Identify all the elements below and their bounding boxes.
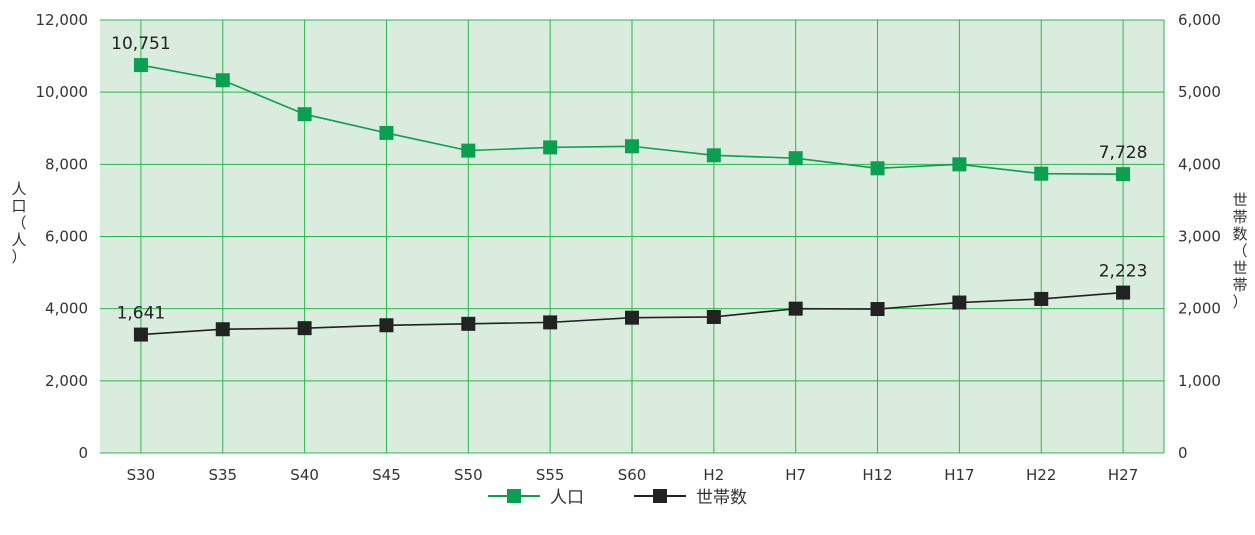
legend: 人口 世帯数 [488, 488, 747, 508]
left-tick-label: 10,000 [36, 83, 89, 101]
data-point-0 [788, 151, 803, 166]
x-axis-ticks: S30 S35 S40 S45 S50 S55 S60 H2 H7 H12 H17 H22 H27 [127, 466, 1139, 484]
data-point-1 [952, 295, 967, 310]
right-axis-ticks: 0 1,000 2,000 3,000 4,000 5,000 6,000 [1178, 11, 1221, 462]
data-point-1 [133, 327, 148, 342]
data-point-1 [625, 310, 639, 325]
data-point-1 [543, 315, 558, 330]
x-tick-label: H17 [944, 466, 974, 484]
data-point-0 [461, 143, 476, 158]
right-tick-label: 6,000 [1178, 11, 1221, 29]
data-point-0 [215, 73, 230, 88]
data-point-0 [133, 58, 148, 73]
x-tick-label: S60 [618, 466, 647, 484]
series-layer [133, 58, 1131, 342]
x-tick-label: S50 [454, 466, 483, 484]
right-tick-label: 1,000 [1178, 372, 1221, 390]
x-tick-label: H22 [1026, 466, 1056, 484]
left-tick-label: 12,000 [36, 11, 89, 29]
data-point-0 [297, 107, 312, 122]
data-point-1 [1116, 285, 1131, 300]
right-tick-label: 3,000 [1178, 228, 1221, 246]
x-tick-label: S45 [372, 466, 401, 484]
legend-marker-population [507, 489, 521, 503]
legend-item-population: 人口 [488, 488, 584, 508]
legend-label-households: 世帯数 [696, 488, 747, 508]
left-tick-label: 0 [78, 444, 88, 462]
data-point-1 [788, 301, 803, 316]
x-tick-label: S40 [290, 466, 319, 484]
data-point-0 [625, 139, 639, 154]
data-point-1 [297, 321, 312, 336]
left-axis-ticks: 0 2,000 4,000 6,000 8,000 10,000 12,000 [36, 11, 89, 462]
left-tick-label: 4,000 [45, 300, 88, 318]
right-tick-label: 4,000 [1178, 155, 1221, 173]
x-tick-label: S35 [208, 466, 237, 484]
x-tick-label: S55 [536, 466, 565, 484]
data-point-0 [870, 161, 885, 176]
data-point-1 [870, 302, 885, 317]
data-labels: 10,751 7,728 1,641 2,223 [111, 34, 1147, 324]
legend-label-population: 人口 [550, 488, 584, 508]
right-tick-label: 5,000 [1178, 83, 1221, 101]
data-point-0 [952, 157, 967, 172]
data-point-1 [706, 309, 721, 324]
left-axis-title-text: 人口（人） [11, 180, 26, 266]
data-point-0 [1116, 167, 1131, 182]
gridlines [100, 19, 1165, 454]
x-tick-label: H12 [862, 466, 892, 484]
data-label: 1,641 [117, 304, 166, 324]
data-point-1 [215, 322, 230, 337]
x-tick-label: H27 [1108, 466, 1138, 484]
data-point-0 [379, 125, 394, 140]
left-tick-label: 2,000 [45, 372, 88, 390]
data-point-1 [1034, 291, 1049, 306]
data-point-1 [379, 318, 394, 333]
left-tick-label: 8,000 [45, 155, 88, 173]
legend-marker-households [653, 489, 667, 503]
data-point-0 [543, 140, 558, 155]
data-label: 7,728 [1099, 143, 1148, 163]
data-point-0 [1034, 166, 1049, 181]
right-tick-label: 0 [1178, 444, 1188, 462]
left-axis-title: 人口（人） [11, 180, 26, 266]
x-tick-label: S30 [127, 466, 156, 484]
x-tick-label: H2 [703, 466, 724, 484]
data-label: 2,223 [1099, 262, 1148, 282]
x-tick-label: H7 [785, 466, 806, 484]
right-axis-title: 世帯数（世帯） [1232, 191, 1247, 311]
legend-item-households: 世帯数 [634, 488, 747, 508]
left-tick-label: 6,000 [45, 228, 88, 246]
data-point-0 [706, 148, 721, 163]
right-tick-label: 2,000 [1178, 300, 1221, 318]
data-label: 10,751 [111, 34, 170, 54]
data-point-1 [461, 316, 476, 331]
right-axis-title-text: 世帯数（世帯） [1232, 191, 1247, 311]
